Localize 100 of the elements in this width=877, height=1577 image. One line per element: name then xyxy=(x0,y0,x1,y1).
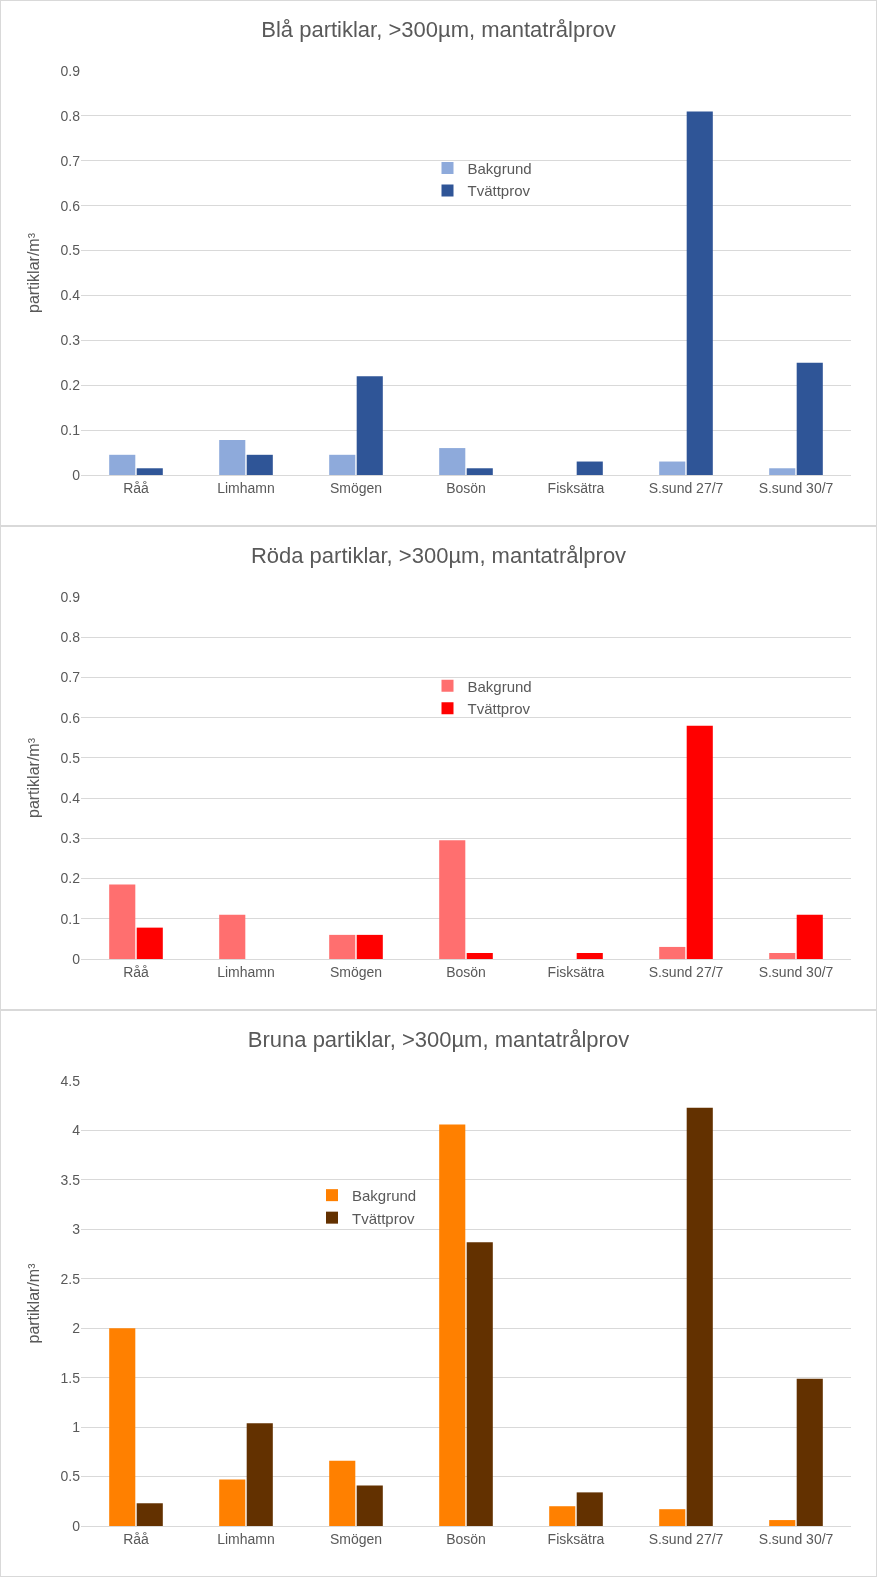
bar xyxy=(686,725,713,959)
x-tick-label: Råå xyxy=(123,1530,150,1547)
x-tick-label: S.sund 27/7 xyxy=(648,1530,724,1547)
bar xyxy=(356,1485,383,1526)
bar xyxy=(136,468,163,475)
bar xyxy=(659,1509,686,1526)
x-tick-label: S.sund 30/7 xyxy=(758,963,834,980)
bar xyxy=(466,952,493,959)
y-axis-title: partiklar/m³ xyxy=(25,232,42,314)
y-tick-label: 0 xyxy=(72,1517,81,1534)
bar xyxy=(136,927,163,959)
bar xyxy=(769,1520,796,1526)
bar xyxy=(466,1242,493,1526)
x-tick-label: Limhamn xyxy=(217,963,275,980)
bar xyxy=(686,111,713,475)
y-tick-label: 0.8 xyxy=(60,107,81,124)
x-tick-label: Bosön xyxy=(446,1530,486,1547)
y-tick-label: 1 xyxy=(72,1419,81,1436)
bar xyxy=(356,934,383,959)
bar xyxy=(329,1460,356,1526)
y-tick-label: 0.2 xyxy=(60,377,81,394)
bar xyxy=(246,1423,273,1526)
chart-title: Röda partiklar, >300µm, mantatrålprov xyxy=(250,542,627,568)
y-tick-label: 0.6 xyxy=(60,197,81,214)
y-tick-label: 2 xyxy=(72,1320,81,1337)
bar xyxy=(109,1328,136,1526)
bar xyxy=(796,914,823,959)
x-tick-label: S.sund 27/7 xyxy=(648,963,724,980)
x-tick-label: Limhamn xyxy=(217,1530,275,1547)
bar xyxy=(466,468,493,475)
y-tick-label: 0.3 xyxy=(60,830,81,847)
legend-label: Bakgrund xyxy=(467,159,532,177)
x-tick-label: Fisksätra xyxy=(547,1530,605,1547)
y-axis-title: partiklar/m³ xyxy=(25,1262,42,1344)
bar xyxy=(329,934,356,959)
y-tick-label: 3.5 xyxy=(60,1171,81,1188)
legend-label: Bakgrund xyxy=(467,677,532,695)
bar xyxy=(576,952,603,959)
bar xyxy=(219,914,246,959)
bar xyxy=(659,461,686,475)
bar xyxy=(549,1506,576,1526)
y-tick-label: 0.1 xyxy=(60,422,81,439)
bar xyxy=(769,952,796,959)
x-tick-label: Bosön xyxy=(446,479,486,496)
y-tick-label: 0.8 xyxy=(60,629,81,646)
bar xyxy=(796,1378,823,1526)
x-tick-label: Råå xyxy=(123,479,150,496)
legend-label: Bakgrund xyxy=(352,1187,417,1204)
bar xyxy=(356,376,383,475)
y-tick-label: 0.2 xyxy=(60,870,81,887)
bar xyxy=(439,1124,466,1526)
legend-label: Tvättprov xyxy=(467,700,531,717)
y-tick-label: 0.3 xyxy=(60,332,81,349)
chart-title: Bruna partiklar, >300µm, mantatrålprov xyxy=(247,1026,630,1052)
bar xyxy=(219,1479,246,1526)
x-tick-label: Smögen xyxy=(329,1530,383,1547)
bar xyxy=(136,1503,163,1526)
y-tick-label: 0.7 xyxy=(60,669,81,686)
legend-label: Tvättprov xyxy=(352,1209,416,1227)
y-tick-label: 0.4 xyxy=(60,287,81,304)
y-tick-label: 2.5 xyxy=(60,1270,81,1287)
bar xyxy=(576,1492,603,1526)
bar xyxy=(769,468,796,475)
y-tick-label: 0.5 xyxy=(60,1468,81,1485)
chart-title: Blå partiklar, >300µm, mantatrålprov xyxy=(261,16,616,42)
y-tick-label: 1.5 xyxy=(60,1369,81,1386)
y-tick-label: 0.9 xyxy=(60,62,81,79)
y-tick-label: 4.5 xyxy=(60,1072,81,1089)
bar xyxy=(439,840,466,959)
bar xyxy=(329,454,356,475)
y-tick-label: 4 xyxy=(72,1122,81,1139)
legend-label: Tvättprov xyxy=(467,182,531,200)
bar xyxy=(109,454,136,475)
y-tick-label: 0.7 xyxy=(60,152,81,169)
bar xyxy=(109,884,136,959)
x-tick-label: Fisksätra xyxy=(547,479,605,496)
y-tick-label: 0.5 xyxy=(60,242,81,259)
x-tick-label: Bosön xyxy=(446,963,486,980)
x-tick-label: Limhamn xyxy=(217,479,275,496)
bar xyxy=(246,454,273,475)
bar xyxy=(659,946,686,959)
bar xyxy=(796,362,823,475)
y-tick-label: 0 xyxy=(72,950,81,967)
x-tick-label: S.sund 27/7 xyxy=(648,479,724,496)
y-tick-label: 0.1 xyxy=(60,910,81,927)
y-axis-title: partiklar/m³ xyxy=(25,737,42,819)
x-tick-label: S.sund 30/7 xyxy=(758,1530,834,1547)
x-tick-label: Fisksätra xyxy=(547,963,605,980)
y-tick-label: 0.9 xyxy=(60,588,81,605)
bar xyxy=(219,439,246,475)
bar xyxy=(686,1107,713,1526)
x-tick-label: S.sund 30/7 xyxy=(758,479,834,496)
x-tick-label: Smögen xyxy=(329,963,383,980)
y-tick-label: 3 xyxy=(72,1221,81,1238)
y-tick-label: 0.4 xyxy=(60,790,81,807)
x-tick-label: Råå xyxy=(123,963,150,980)
y-tick-label: 0.6 xyxy=(60,709,81,726)
y-tick-label: 0 xyxy=(72,466,81,483)
y-tick-label: 0.5 xyxy=(60,749,81,766)
x-tick-label: Smögen xyxy=(329,479,383,496)
